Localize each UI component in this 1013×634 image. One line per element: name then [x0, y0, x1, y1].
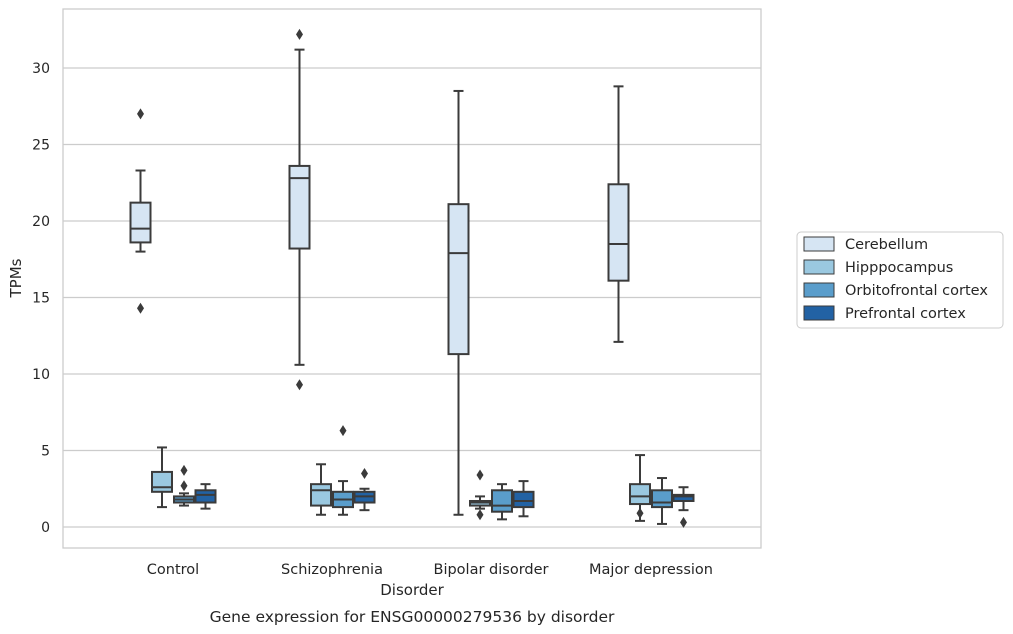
y-tick-label-20: 20	[32, 214, 50, 230]
outlier-point	[137, 302, 144, 314]
box-iqr	[512, 490, 535, 509]
box-iqr	[607, 183, 630, 282]
y-axis-label: TPMs	[7, 258, 25, 298]
outlier-point	[476, 509, 484, 521]
y-gridlines	[63, 67, 761, 528]
outlier-point	[296, 28, 303, 40]
box-hipppocampus-schizophrenia	[310, 463, 332, 516]
outlier-point	[476, 469, 484, 481]
legend-swatch-hipppocampus	[803, 259, 835, 275]
box-prefrontal-cortex-schizophrenia	[353, 467, 376, 512]
y-tick-label-15: 15	[32, 291, 50, 307]
legend: Cerebellum Hipppocampus Orbitofrontal cort…	[796, 231, 1004, 329]
legend-swatch-orbitofrontal-cortex	[803, 282, 835, 298]
box-iqr	[491, 489, 513, 513]
x-tick-label-schizophrenia: Schizophrenia	[281, 562, 383, 578]
y-tick-label-10: 10	[32, 367, 50, 383]
box-orbitofrontal-cortex-major-depression	[651, 477, 673, 525]
legend-label-prefrontal-cortex: Prefrontal cortex	[845, 306, 966, 322]
y-tick-labels: 0 5 10 15 20 25 30	[32, 61, 50, 536]
outlier-point	[680, 516, 687, 528]
box-iqr	[629, 483, 651, 506]
box-prefrontal-cortex-major-depression	[672, 486, 695, 528]
outlier-point	[361, 467, 368, 479]
x-axis-label: Disorder	[380, 581, 444, 599]
boxes-layer	[129, 28, 695, 528]
x-tick-label-bipolar-disorder: Bipolar disorder	[434, 562, 549, 578]
box-orbitofrontal-cortex-control	[173, 464, 195, 507]
outlier-point	[180, 480, 188, 492]
box-cerebellum-control	[129, 108, 152, 314]
legend-frame	[796, 231, 1004, 329]
outlier-point	[137, 108, 144, 120]
box-orbitofrontal-cortex-schizophrenia	[332, 425, 354, 516]
box-prefrontal-cortex-bipolar-disorder	[512, 480, 535, 518]
y-tick-label-5: 5	[41, 444, 50, 460]
legend-label-cerebellum: Cerebellum	[845, 237, 928, 253]
x-tick-label-control: Control	[147, 562, 199, 578]
box-orbitofrontal-cortex-bipolar-disorder	[491, 483, 513, 521]
box-cerebellum-major-depression	[607, 85, 630, 343]
box-iqr	[672, 493, 695, 502]
box-iqr	[129, 201, 152, 244]
legend-label-orbitofrontal-cortex: Orbitofrontal cortex	[845, 283, 988, 299]
box-iqr	[194, 489, 217, 504]
box-hipppocampus-bipolar-disorder	[469, 469, 491, 521]
box-cerebellum-bipolar-disorder	[447, 89, 470, 516]
box-iqr	[651, 489, 673, 509]
box-hipppocampus-major-depression	[629, 454, 651, 522]
outlier-point	[180, 464, 188, 476]
y-tick-label-0: 0	[41, 520, 50, 536]
plot-area-border	[62, 8, 762, 549]
outlier-point	[296, 379, 303, 391]
box-cerebellum-schizophrenia	[288, 28, 311, 391]
chart-title: Gene expression for ENSG00000279536 by d…	[210, 608, 615, 626]
y-tick-label-30: 30	[32, 61, 50, 77]
x-tick-labels: Control Schizophrenia Bipolar disorder Majo…	[147, 562, 713, 578]
box-iqr	[310, 483, 332, 507]
legend-swatch-cerebellum	[803, 236, 835, 252]
box-iqr	[151, 470, 173, 493]
outlier-point	[636, 507, 644, 519]
legend-swatch-prefrontal-cortex	[803, 305, 835, 321]
box-iqr	[447, 203, 470, 356]
box-iqr	[288, 164, 311, 250]
box-hipppocampus-control	[151, 446, 173, 509]
outlier-point	[339, 425, 347, 437]
legend-label-hipppocampus: Hipppocampus	[845, 260, 953, 276]
y-tick-label-25: 25	[32, 138, 50, 154]
x-tick-label-major-depression: Major depression	[589, 562, 713, 578]
box-prefrontal-cortex-control	[194, 483, 217, 510]
